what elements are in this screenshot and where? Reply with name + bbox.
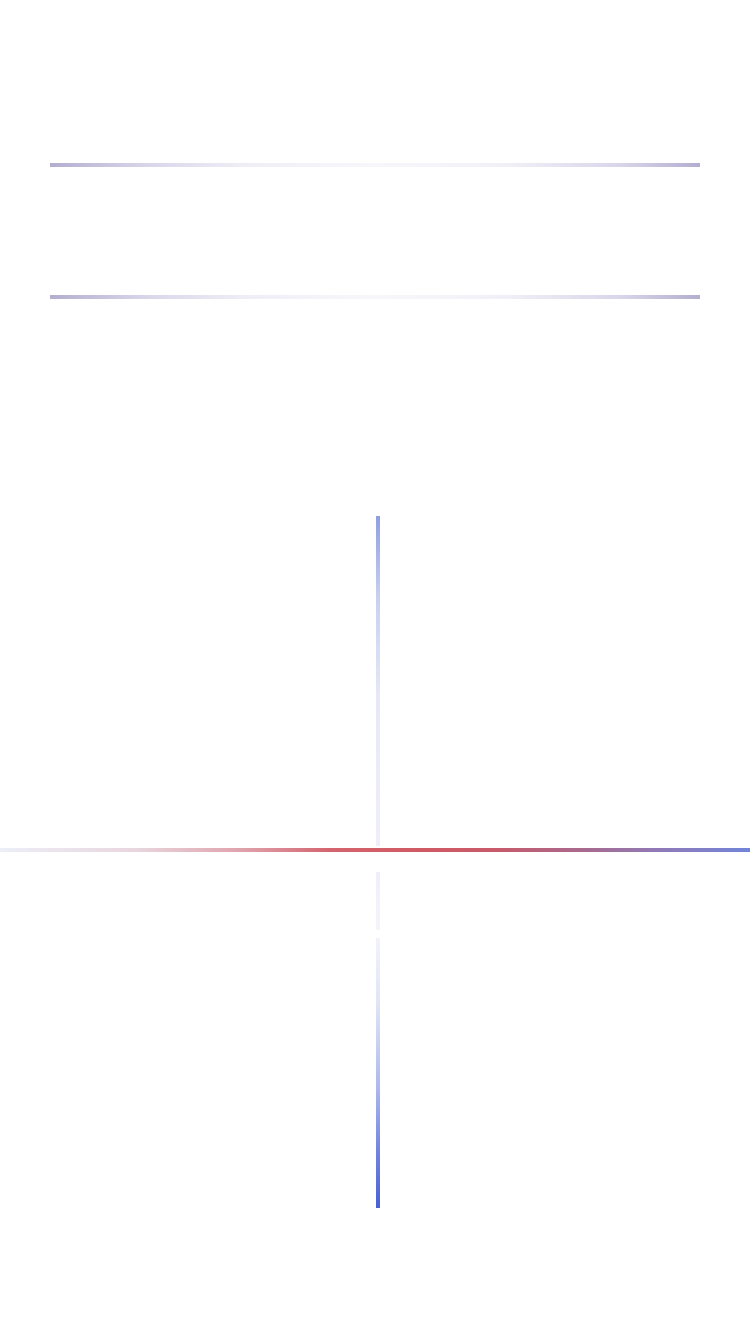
- vertical-axis-lower-segment: [376, 938, 380, 1208]
- horizontal-axis-line: [0, 848, 750, 852]
- second-divider-right-segment: [375, 295, 700, 299]
- top-divider-left-segment: [50, 163, 375, 167]
- vertical-axis-middle-segment: [376, 872, 380, 930]
- vertical-axis-upper-segment: [376, 516, 380, 846]
- top-divider-rule: [50, 163, 700, 167]
- top-divider-right-segment: [375, 163, 700, 167]
- second-divider-rule: [50, 295, 700, 299]
- second-divider-left-segment: [50, 295, 375, 299]
